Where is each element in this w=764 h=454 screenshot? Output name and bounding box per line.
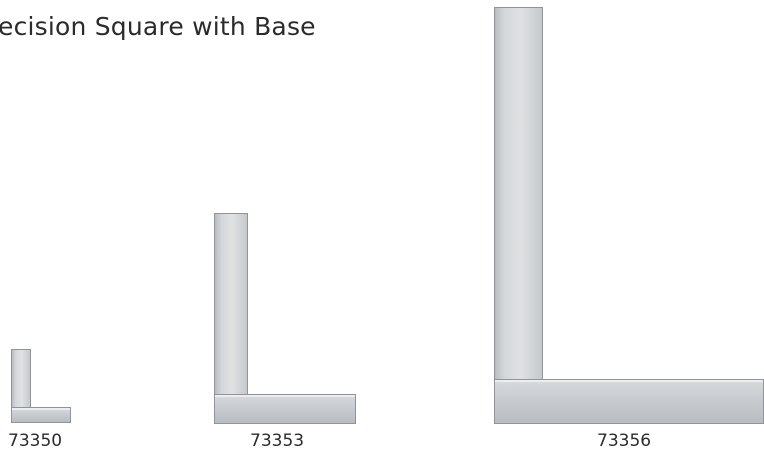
product-title: ecision Square with Base: [0, 12, 316, 41]
model-number-73350: 73350: [8, 431, 63, 451]
square-base: [214, 394, 356, 424]
model-number-73353: 73353: [250, 431, 305, 451]
model-number-73356: 73356: [597, 431, 652, 451]
square-base: [11, 407, 71, 423]
square-blade: [494, 7, 543, 424]
square-blade: [214, 213, 248, 424]
square-base: [494, 379, 764, 424]
